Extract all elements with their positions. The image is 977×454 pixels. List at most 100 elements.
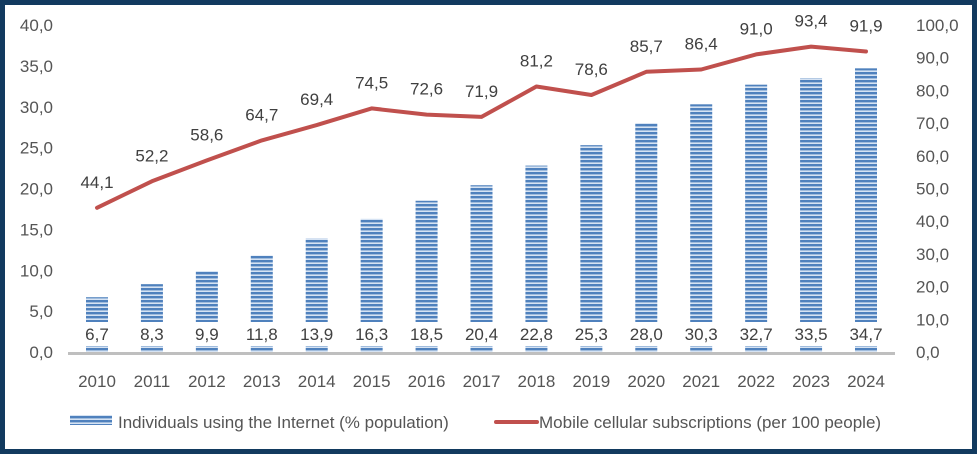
bar-data-label: 33,5 — [795, 325, 828, 344]
right-y-tick-label: 10,0 — [916, 310, 949, 329]
bar-2023 — [800, 78, 823, 352]
line-data-label: 52,2 — [135, 146, 168, 165]
bar-data-label: 9,9 — [195, 325, 219, 344]
bar-data-label: 8,3 — [140, 325, 164, 344]
bar-data-label: 16,3 — [355, 325, 388, 344]
legend-swatch-internet — [70, 415, 112, 425]
right-y-axis: 0,0 10,0 20,0 30,0 40,0 50,0 60,0 70,0 80,0 90,0 1… — [916, 16, 959, 362]
x-tick-label: 2010 — [78, 372, 116, 391]
left-y-tick-label: 10,0 — [20, 261, 53, 280]
line-data-label: 78,6 — [575, 60, 608, 79]
left-y-tick-label: 30,0 — [20, 98, 53, 117]
left-y-tick-label: 35,0 — [20, 57, 53, 76]
line-data-label: 69,4 — [300, 90, 333, 109]
left-y-axis: 0,0 5,0 10,0 15,0 20,0 25,0 30,0 35,0 40,0 — [20, 16, 53, 362]
bar-label-background — [404, 322, 449, 346]
x-tick-label: 2015 — [353, 372, 391, 391]
bar-data-label: 32,7 — [740, 325, 773, 344]
left-y-tick-label: 20,0 — [20, 180, 53, 199]
bar-2018 — [525, 165, 548, 352]
line-data-label: 81,2 — [520, 51, 553, 70]
bar-2024 — [855, 68, 877, 352]
bar-label-background — [624, 322, 669, 346]
bar-label-background — [844, 322, 888, 346]
left-y-tick-label: 25,0 — [20, 139, 53, 158]
legend-label-internet: Individuals using the Internet (% popula… — [118, 413, 449, 432]
bar-data-label: 13,9 — [300, 325, 333, 344]
x-tick-label: 2011 — [134, 372, 171, 391]
bar-label-background — [349, 322, 394, 346]
right-y-tick-label: 80,0 — [916, 81, 949, 100]
line-data-label: 58,6 — [190, 125, 223, 144]
bar-2022 — [745, 84, 768, 353]
line-data-label: 71,9 — [465, 82, 498, 101]
x-tick-label: 2019 — [572, 372, 610, 391]
right-y-tick-label: 30,0 — [916, 245, 949, 264]
bar-label-background — [239, 322, 284, 346]
bar-data-labels: 6,7 8,3 9,9 11,8 13,9 16,3 18,5 20,4 22,8 25,3 28,… — [79, 322, 888, 346]
right-y-tick-label: 0,0 — [916, 343, 940, 362]
bar-label-background — [734, 322, 779, 346]
bar-data-label: 20,4 — [465, 325, 498, 344]
bar-2017 — [470, 185, 493, 352]
right-y-tick-label: 100,0 — [916, 16, 959, 35]
x-tick-label: 2021 — [682, 372, 720, 391]
bar-label-background — [79, 322, 115, 346]
x-tick-label: 2024 — [847, 372, 885, 391]
left-y-tick-label: 0,0 — [29, 343, 53, 362]
legend-label-mobile: Mobile cellular subscriptions (per 100 p… — [539, 413, 881, 432]
bar-label-background — [514, 322, 559, 346]
right-y-tick-label: 90,0 — [916, 49, 949, 68]
line-data-label: 91,9 — [849, 16, 882, 35]
line-data-label: 72,6 — [410, 80, 443, 99]
legend: Individuals using the Internet (% popula… — [70, 413, 881, 432]
bar-data-label: 30,3 — [685, 325, 718, 344]
right-y-tick-label: 70,0 — [916, 114, 949, 133]
x-tick-label: 2018 — [518, 372, 556, 391]
x-tick-label: 2020 — [627, 372, 665, 391]
bar-data-label: 25,3 — [575, 325, 608, 344]
bar-series-internet — [86, 68, 877, 353]
x-tick-label: 2013 — [243, 372, 281, 391]
x-tick-label: 2017 — [463, 372, 501, 391]
bar-label-background — [294, 322, 339, 346]
bar-label-background — [789, 322, 834, 346]
right-y-tick-label: 40,0 — [916, 212, 949, 231]
right-y-tick-label: 60,0 — [916, 147, 949, 166]
bar-data-label: 11,8 — [246, 325, 278, 344]
x-tick-label: 2014 — [298, 372, 336, 391]
x-tick-label: 2012 — [188, 372, 226, 391]
x-tick-label: 2016 — [408, 372, 446, 391]
right-y-tick-label: 50,0 — [916, 180, 949, 199]
line-data-label: 91,0 — [740, 19, 773, 38]
line-data-label: 93,4 — [795, 12, 828, 31]
left-y-tick-label: 5,0 — [29, 302, 53, 321]
left-y-tick-label: 15,0 — [20, 220, 53, 239]
x-axis: 2010 2011 2012 2013 2014 2015 2016 2017 2018 2019… — [78, 372, 885, 391]
bar-data-label: 34,7 — [849, 325, 882, 344]
line-data-label: 44,1 — [80, 173, 113, 192]
bar-label-background — [459, 322, 504, 346]
bar-data-label: 6,7 — [85, 325, 109, 344]
line-data-label: 64,7 — [245, 105, 278, 124]
line-series-mobile — [95, 44, 868, 210]
bar-data-label: 22,8 — [520, 325, 553, 344]
bar-data-label: 18,5 — [410, 325, 443, 344]
bar-label-background — [679, 322, 724, 346]
line-data-labels: 44,1 52,2 58,6 64,7 69,4 74,5 72,6 71,9 81,2 78,6… — [80, 12, 882, 192]
bar-2015 — [360, 218, 383, 352]
line-data-label: 86,4 — [685, 34, 718, 53]
line-data-label: 85,7 — [630, 37, 663, 56]
left-y-tick-label: 40,0 — [20, 16, 53, 35]
x-tick-label: 2022 — [737, 372, 775, 391]
bar-label-background — [569, 322, 614, 346]
bar-2021 — [690, 104, 713, 352]
right-y-tick-label: 20,0 — [916, 278, 949, 297]
bar-2019 — [580, 145, 603, 352]
bar-data-label: 28,0 — [630, 325, 663, 344]
x-tick-label: 2023 — [792, 372, 830, 391]
bar-2016 — [415, 200, 438, 352]
bar-2020 — [635, 123, 658, 352]
bar-label-background — [189, 322, 225, 346]
